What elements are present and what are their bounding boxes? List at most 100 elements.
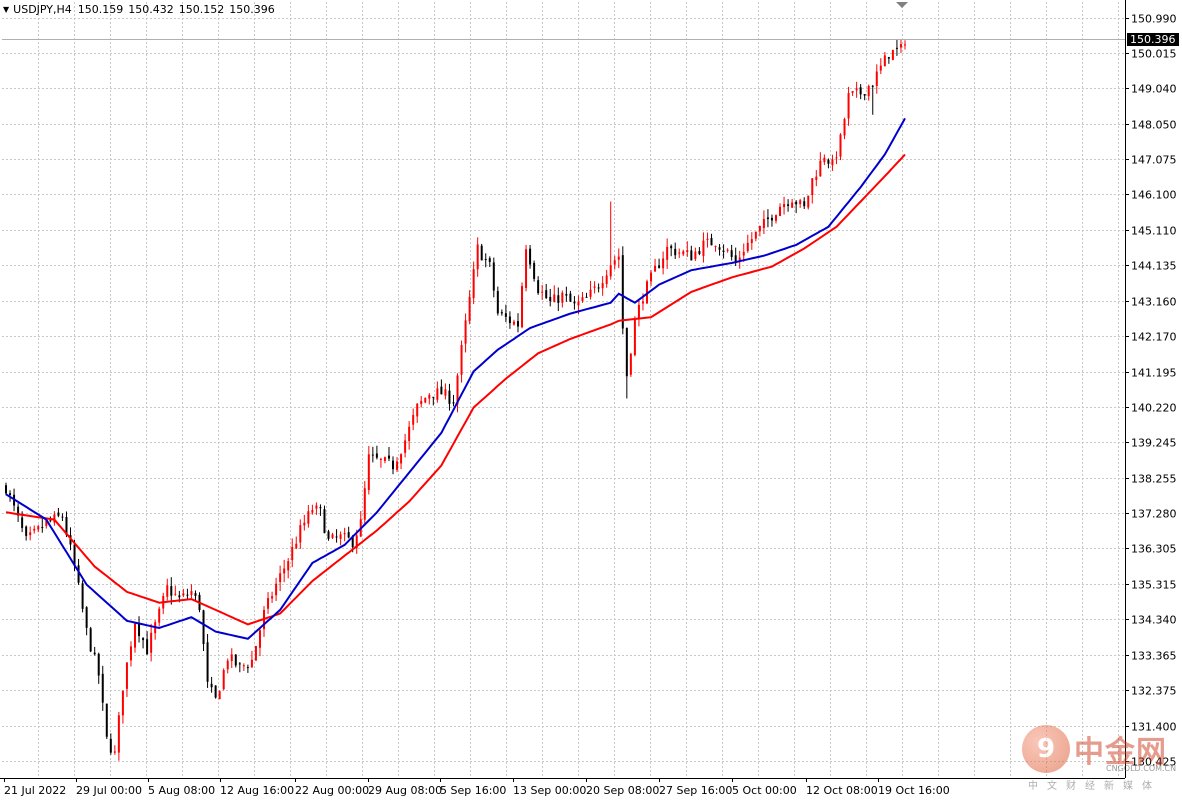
candle-body [170,586,173,596]
candle-body [686,250,689,252]
x-tick-label: 12 Oct 08:00 [806,784,878,797]
candle-body [887,57,890,59]
candle-body [146,639,149,655]
candle-body [863,94,866,96]
candle-body [105,703,108,737]
x-tick-label: 13 Sep 00:00 [513,784,586,797]
x-tick-label: 27 Sep 16:00 [659,784,732,797]
x-tick-label: 5 Sep 16:00 [440,784,506,797]
candle-body [61,516,64,518]
candle-body [41,527,44,529]
candle-body [267,598,270,609]
y-tick-label: 141.195 [1131,367,1177,380]
candle-body [468,296,471,322]
candle-body [339,534,342,539]
candle-body [222,670,225,690]
candle-body [210,683,213,688]
candle-body [404,440,407,453]
candle-body [480,245,483,261]
candle-body [158,608,161,623]
y-tick-label: 146.100 [1131,189,1177,202]
candle-body [553,294,556,303]
candle-body [871,85,874,87]
x-tick-label: 5 Oct 00:00 [732,784,797,797]
candle-body [625,327,628,377]
candle-body [500,312,503,314]
candle-body [593,286,596,288]
candle-body [658,265,661,268]
candle-body [678,252,681,254]
candle-body [670,245,673,249]
candlesticks [5,39,906,761]
candle-body [738,257,741,261]
candle-body [637,304,640,320]
candle-body [654,265,657,272]
candle-body [53,514,56,523]
candle-body [573,301,576,304]
candle-body [464,320,467,344]
logo-icon: 9 [1022,725,1070,773]
candle-body [589,289,592,297]
candle-body [682,251,685,255]
candle-body [488,258,491,262]
candle-body [827,159,830,164]
candle-body [49,520,52,522]
candle-body [762,218,765,229]
candle-body [779,206,782,216]
candle-body [73,544,76,565]
candle-body [577,301,580,306]
candle-body [408,426,411,441]
candle-body [178,595,181,598]
candle-body [202,610,205,645]
candle-body [258,630,261,648]
candle-body [174,593,177,595]
candle-body [194,593,197,596]
candle-body [383,457,386,461]
watermark-url: CNGOLD.COM.CN [1106,764,1177,773]
candle-body [129,646,132,661]
watermark-logo: 9 中金网 CNGOLD.COM.CN 中文财经新媒体 [1022,725,1176,795]
scroll-marker-icon [896,2,908,8]
y-tick-label: 142.170 [1131,331,1177,344]
candle-body [726,249,729,251]
candle-body [93,652,96,655]
candle-body [416,403,419,417]
candle-body [134,623,137,648]
candle-body [811,178,814,195]
candle-body [456,375,459,405]
candle-body [206,642,209,682]
x-tick-label: 29 Aug 08:00 [368,784,442,797]
candle-body [363,488,366,520]
candle-body [33,528,36,531]
candle-body [371,454,374,456]
candle-body [9,493,12,495]
watermark-name: 中金网 [1074,735,1167,770]
candle-body [533,263,536,279]
candle-body [315,505,318,509]
candle-body [335,536,338,538]
candle-body [109,738,112,753]
candle-body [855,88,858,91]
candle-body [525,249,528,288]
candle-body [428,394,431,399]
candle-body [283,568,286,574]
candle-body [392,460,395,470]
candle-body [698,250,701,254]
candle-body [835,157,838,159]
candle-body [746,242,749,252]
candle-body [803,201,806,207]
candle-body [557,295,560,303]
candle-body [601,283,604,289]
candle-body [77,565,80,583]
candle-body [319,507,322,509]
candle-body [65,517,68,535]
triangle-down-icon[interactable]: ▼ [3,5,10,14]
x-tick-label: 12 Aug 16:00 [220,784,294,797]
candle-body [722,250,725,252]
y-tick-label: 145.110 [1131,225,1177,238]
candle-body [343,533,346,535]
y-tick-label: 134.340 [1131,614,1177,627]
candle-body [448,390,451,404]
candle-body [323,509,326,534]
